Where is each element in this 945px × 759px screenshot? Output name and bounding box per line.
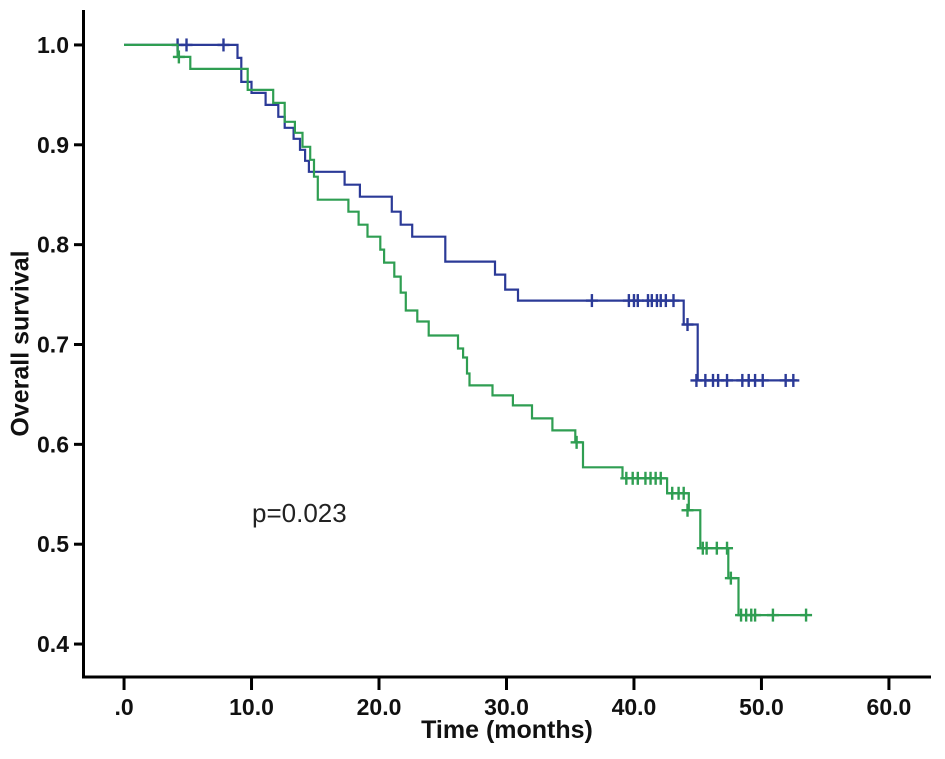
svg-text:60.0: 60.0	[867, 694, 912, 720]
svg-text:0.7: 0.7	[37, 331, 69, 357]
svg-text:0.4: 0.4	[37, 631, 69, 657]
svg-text:0.5: 0.5	[37, 531, 69, 557]
svg-text:0.9: 0.9	[37, 132, 69, 158]
svg-text:0.8: 0.8	[37, 232, 69, 258]
y-axis-label-wrap: Overall survival	[0, 133, 42, 553]
svg-text:30.0: 30.0	[484, 694, 529, 720]
survival-curve-group-green	[124, 43, 807, 617]
svg-text:40.0: 40.0	[612, 694, 657, 720]
svg-text:20.0: 20.0	[357, 694, 402, 720]
svg-text:.0: .0	[114, 694, 133, 720]
svg-text:50.0: 50.0	[739, 694, 784, 720]
p-value-annotation: p=0.023	[252, 498, 347, 528]
x-axis-label: Time (months)	[421, 716, 593, 744]
svg-text:10.0: 10.0	[229, 694, 274, 720]
svg-text:0.6: 0.6	[37, 431, 69, 457]
survival-curve-group-blue	[124, 43, 798, 382]
svg-text:1.0: 1.0	[37, 32, 69, 58]
y-axis-label: Overall survival	[6, 249, 35, 437]
